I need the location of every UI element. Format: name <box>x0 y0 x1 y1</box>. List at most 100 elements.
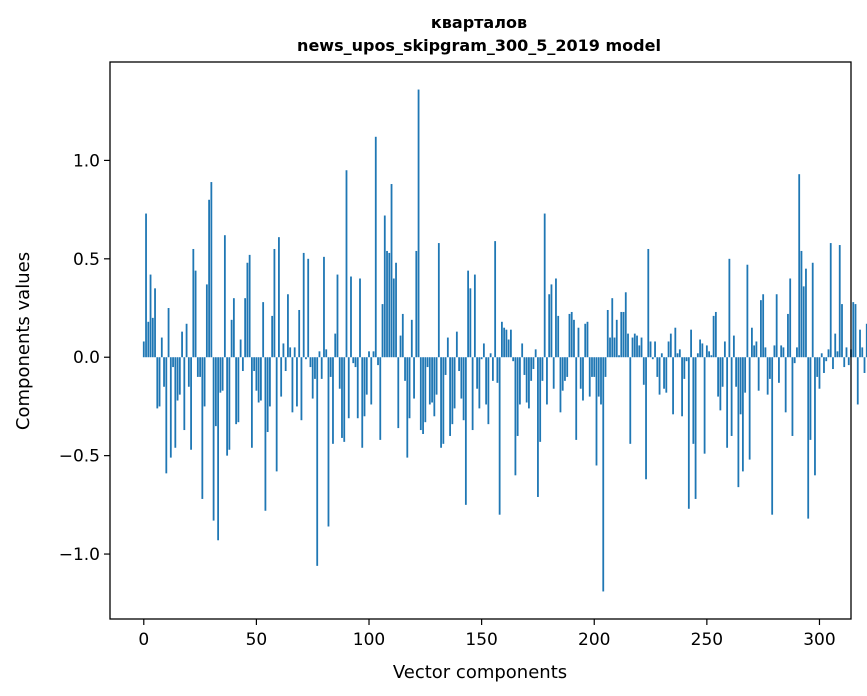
bar <box>293 347 296 358</box>
bar <box>428 357 431 405</box>
bar <box>728 258 731 358</box>
bar <box>379 357 382 440</box>
bar <box>205 284 208 358</box>
bar <box>620 311 623 358</box>
bar <box>440 357 442 448</box>
bar <box>494 241 497 358</box>
bar <box>347 357 350 419</box>
bar <box>280 357 283 397</box>
bar <box>564 357 566 381</box>
bar <box>748 357 751 460</box>
bar <box>219 357 222 393</box>
bar <box>282 343 285 358</box>
bar <box>287 294 289 358</box>
bar <box>151 317 154 358</box>
bar <box>856 357 859 405</box>
bar <box>642 357 645 385</box>
bar <box>165 357 168 474</box>
bar <box>537 357 539 497</box>
bar <box>237 357 240 423</box>
bar <box>622 311 625 358</box>
bar <box>352 357 355 364</box>
bar <box>269 357 271 407</box>
bar <box>746 264 749 358</box>
bar <box>523 357 526 375</box>
bar <box>510 329 512 358</box>
bar <box>723 341 726 358</box>
x-tick-label: 250 <box>691 630 723 650</box>
bar <box>757 357 760 391</box>
bar <box>640 337 643 358</box>
bar <box>485 357 488 405</box>
bar <box>302 252 305 358</box>
bar <box>489 353 492 358</box>
bar <box>710 355 713 358</box>
bar <box>793 357 796 364</box>
bar <box>604 357 607 377</box>
bar <box>473 274 476 358</box>
bar <box>514 357 517 476</box>
bar <box>685 357 688 362</box>
bar <box>633 333 636 358</box>
bar <box>250 357 253 448</box>
bar <box>253 357 256 372</box>
bar <box>811 262 814 358</box>
bar <box>654 341 656 358</box>
bar <box>158 357 161 407</box>
bar <box>244 298 247 358</box>
bar <box>264 357 267 511</box>
bar <box>751 327 753 358</box>
bar <box>615 319 618 358</box>
bar <box>260 357 262 401</box>
chart-title: кварталов <box>431 13 527 32</box>
bar <box>778 357 780 383</box>
bar <box>807 357 810 519</box>
bar <box>832 357 834 370</box>
bar <box>627 333 629 358</box>
bar <box>320 357 323 379</box>
bar <box>392 278 395 358</box>
x-tick-label: 150 <box>465 630 497 650</box>
bar <box>381 304 384 358</box>
bar <box>721 357 724 387</box>
bar <box>741 357 744 472</box>
bar <box>431 357 433 403</box>
plot-area-frame <box>109 61 852 620</box>
bar <box>649 341 652 358</box>
bar <box>413 357 415 399</box>
bar <box>336 274 339 358</box>
bar <box>847 357 850 366</box>
bar <box>230 319 233 358</box>
bar <box>501 321 503 358</box>
bar <box>318 351 321 358</box>
bar <box>169 357 172 458</box>
bar <box>681 357 683 417</box>
bar <box>735 357 738 387</box>
bar <box>199 357 201 377</box>
bar <box>726 357 729 448</box>
bar <box>217 357 220 541</box>
bar <box>278 237 280 358</box>
bar <box>787 313 789 358</box>
bar <box>156 357 159 409</box>
bar <box>708 351 711 358</box>
bar <box>316 357 319 566</box>
bar <box>773 345 776 358</box>
bar <box>309 357 312 368</box>
bar <box>453 357 456 409</box>
bar <box>345 170 348 358</box>
bar <box>739 357 742 415</box>
bar <box>863 357 866 373</box>
bar <box>834 333 837 358</box>
bar <box>491 357 494 381</box>
bar <box>241 357 244 372</box>
bar <box>854 304 857 358</box>
bar <box>257 357 260 403</box>
bar <box>334 333 337 358</box>
bar <box>365 357 368 395</box>
bar <box>408 357 411 419</box>
bar <box>451 357 454 425</box>
bar <box>584 323 587 358</box>
bar <box>694 357 697 499</box>
bar <box>192 248 195 358</box>
